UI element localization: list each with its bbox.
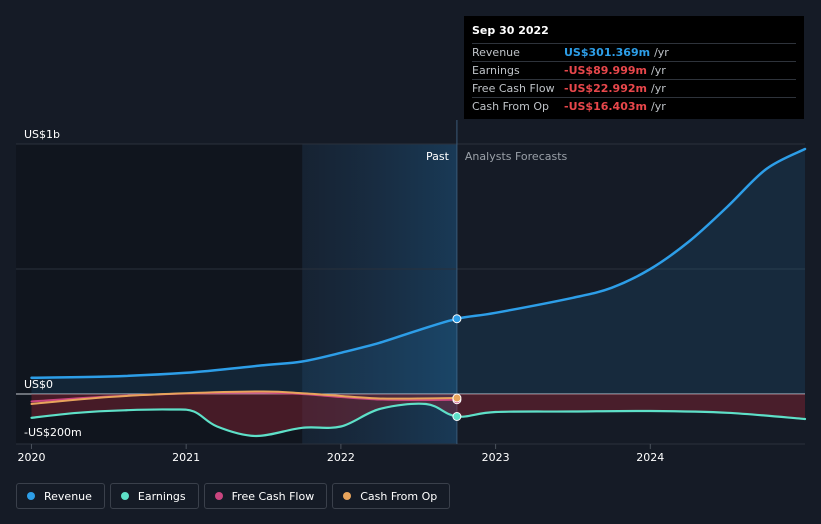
past-label: Past <box>426 150 450 163</box>
tooltip-value: -US$89.999m <box>564 64 647 77</box>
earnings-area <box>31 394 805 437</box>
x-tick-label: 2024 <box>636 451 664 464</box>
forecast-label: Analysts Forecasts <box>465 150 568 163</box>
revenue-area <box>31 149 805 394</box>
tooltip: Sep 30 2022 Revenue US$301.369m/yr Earning… <box>464 16 804 119</box>
legend-item-cash-from-op[interactable]: Cash From Op <box>332 483 451 509</box>
x-tick-label: 2020 <box>17 451 45 464</box>
legend-item-revenue[interactable]: Revenue <box>16 483 105 509</box>
tooltip-row: Cash From Op -US$16.403m/yr <box>472 98 796 115</box>
tooltip-unit: /yr <box>650 100 666 113</box>
tooltip-label: Earnings <box>472 64 520 77</box>
legend: Revenue Earnings Free Cash Flow Cash From O… <box>16 483 451 509</box>
legend-label: Free Cash Flow <box>231 489 315 503</box>
tooltip-date: Sep 30 2022 <box>472 24 796 44</box>
tooltip-value: US$301.369m <box>564 46 651 59</box>
tooltip-label: Revenue <box>472 46 520 59</box>
legend-dot-icon <box>214 492 223 500</box>
legend-label: Cash From Op <box>360 489 438 503</box>
legend-label: Earnings <box>137 489 186 503</box>
x-tick-label: 2023 <box>482 451 510 464</box>
legend-dot-icon <box>120 492 129 500</box>
tooltip-row: Earnings -US$89.999m/yr <box>472 62 796 80</box>
tooltip-label: Free Cash Flow <box>472 82 555 95</box>
series-line-earnings <box>30 402 807 438</box>
x-tick-label: 2021 <box>172 451 200 464</box>
tooltip-unit: /yr <box>650 82 666 95</box>
tooltip-unit: /yr <box>654 46 669 59</box>
tooltip-label: Cash From Op <box>472 100 550 113</box>
tooltip-value: -US$22.992m <box>564 82 647 95</box>
legend-dot-icon <box>27 492 35 500</box>
legend-label: Revenue <box>44 489 92 503</box>
tooltip-value: -US$16.403m <box>564 100 647 113</box>
y-tick-label: US$0 <box>24 378 53 391</box>
legend-dot-icon <box>343 492 352 500</box>
y-tick-label: US$1b <box>24 128 60 141</box>
legend-item-free-cash-flow[interactable]: Free Cash Flow <box>203 483 328 509</box>
data-point-earnings <box>452 412 462 421</box>
tooltip-unit: /yr <box>650 64 666 77</box>
series-line-cash-from-op <box>30 390 458 405</box>
data-point-revenue <box>452 314 462 324</box>
legend-item-earnings[interactable]: Earnings <box>109 483 199 509</box>
tooltip-row: Free Cash Flow -US$22.992m/yr <box>472 80 796 98</box>
tooltip-row: Revenue US$301.369m/yr <box>472 44 796 62</box>
x-tick-label: 2022 <box>327 451 355 464</box>
y-tick-label: -US$200m <box>24 426 82 439</box>
data-point-cash-from-op <box>452 393 462 403</box>
